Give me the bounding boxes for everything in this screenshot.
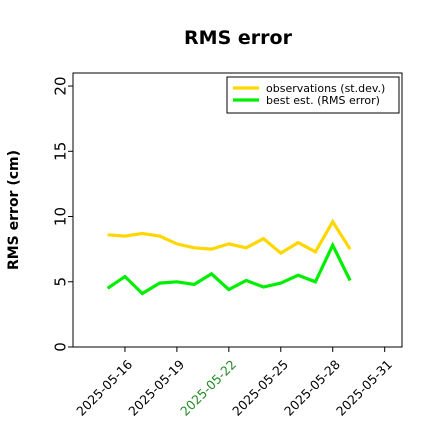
y-axis-label: RMS error (cm): [6, 150, 22, 270]
y-axis: 0 5 10 15 20: [51, 77, 73, 352]
chart-title: RMS error: [184, 27, 293, 49]
legend-label: observations (st.dev.): [266, 82, 385, 95]
y-tick-label: 0: [51, 342, 69, 352]
x-tick-label: 2025-05-31: [333, 357, 395, 419]
x-axis: 2025-05-162025-05-192025-05-222025-05-25…: [73, 347, 395, 419]
y-tick-label: 15: [51, 142, 69, 161]
series-line-best-estimate: [106, 241, 352, 296]
plot-frame: [72, 72, 403, 348]
y-tick-label: 5: [51, 277, 69, 287]
series-line-observations: [107, 218, 352, 256]
legend: observations (st.dev.)best est. (RMS err…: [226, 76, 400, 114]
legend-box: [226, 76, 400, 114]
legend-label: best est. (RMS error): [266, 94, 380, 107]
series-lines: [106, 218, 352, 296]
y-tick-label: 10: [51, 207, 69, 226]
y-tick-label: 20: [51, 77, 69, 96]
